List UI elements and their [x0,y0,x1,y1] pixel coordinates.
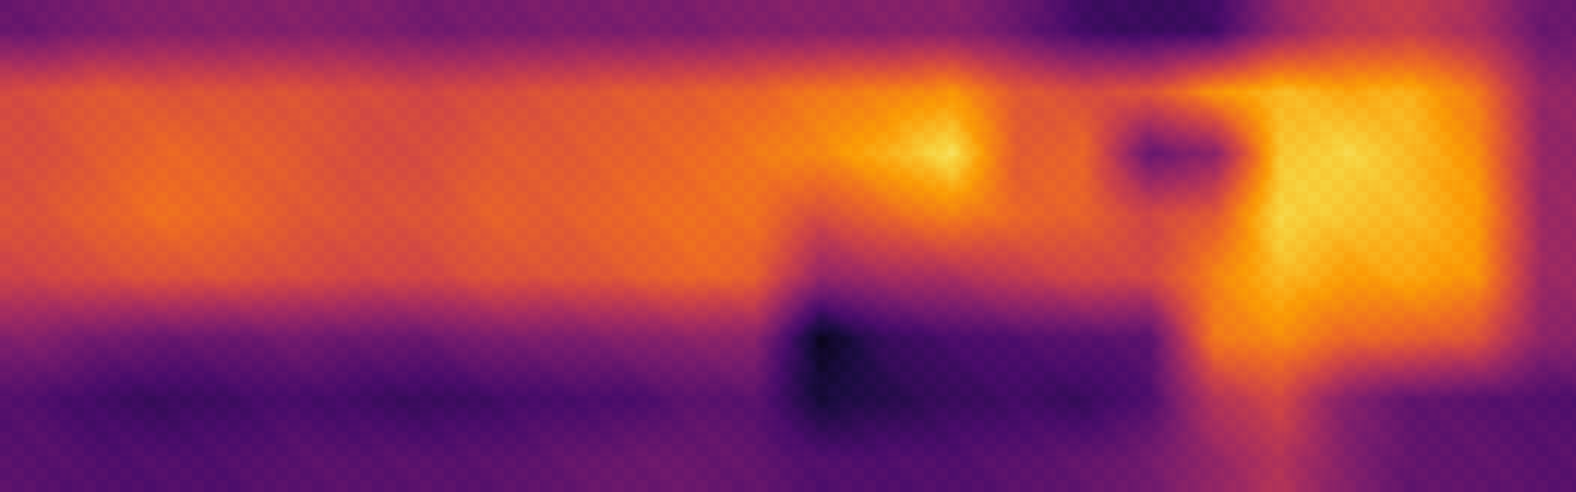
depth-heatmap-image [0,0,1576,492]
